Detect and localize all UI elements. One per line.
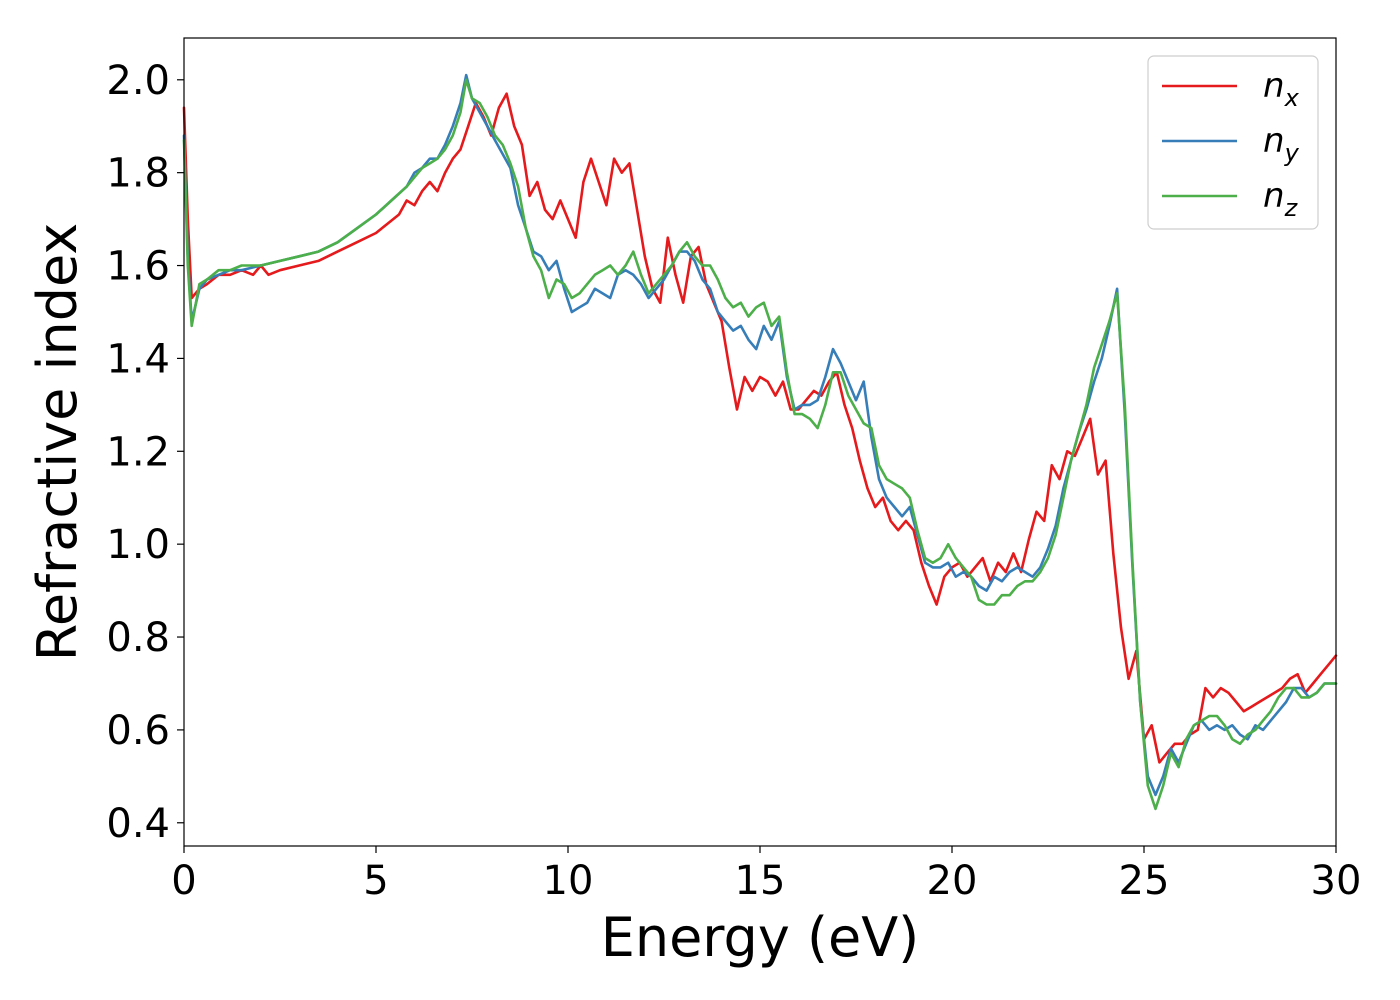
y-tick-label: 0.6 (106, 708, 170, 754)
y-tick-label: 1.8 (106, 151, 170, 197)
legend-label-nz: nz (1263, 176, 1299, 222)
legend: nx ny nz (1147, 55, 1319, 230)
x-axis: 0 5 10 15 20 25 30 (171, 846, 1361, 904)
legend-label-ny: ny (1263, 121, 1300, 167)
y-tick-label: 1.6 (106, 244, 170, 290)
x-tick-label: 5 (363, 858, 388, 904)
x-tick-label: 10 (543, 858, 594, 904)
y-tick-label: 1.2 (106, 429, 170, 475)
y-tick-label: 0.8 (106, 615, 170, 661)
y-axis-title: Refractive index (26, 223, 89, 662)
y-tick-label: 0.4 (106, 801, 170, 847)
series-line-ny (182, 73, 1338, 797)
y-tick-label: 1.4 (106, 336, 170, 382)
x-tick-label: 20 (927, 858, 978, 904)
y-tick-label: 1.0 (106, 522, 170, 568)
legend-label-nx: nx (1263, 66, 1300, 112)
series-line-nz (182, 78, 1338, 811)
legend-box (1147, 55, 1319, 230)
x-tick-label: 25 (1119, 858, 1170, 904)
x-tick-label: 0 (171, 858, 196, 904)
series-line-nx (182, 92, 1338, 764)
x-tick-label: 30 (1311, 858, 1362, 904)
x-axis-title: Energy (eV) (601, 906, 920, 969)
x-tick-label: 15 (735, 858, 786, 904)
y-tick-label: 2.0 (106, 58, 170, 104)
plot-lines (182, 73, 1338, 811)
y-axis: 0.4 0.6 0.8 1.0 1.2 1.4 1.6 1.8 2.0 (106, 58, 184, 847)
